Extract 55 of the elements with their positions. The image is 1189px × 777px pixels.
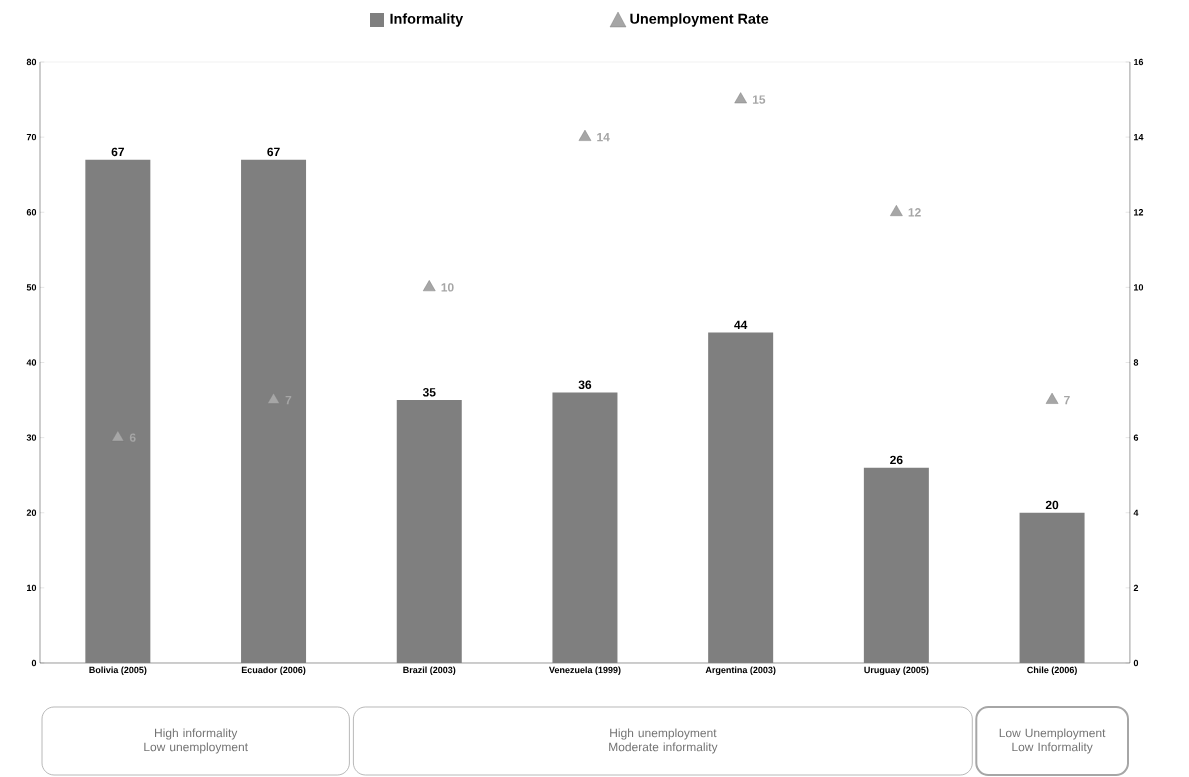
x-tick-label: Ecuador (2006): [241, 666, 306, 675]
y2-tick-label: 6: [1133, 434, 1139, 441]
bar: [1019, 512, 1085, 663]
y2-tick-label: 2: [1133, 584, 1139, 592]
bar: [241, 159, 307, 663]
data-label: 35: [422, 388, 436, 397]
bar: [552, 392, 618, 663]
x-tick-label: Uruguay (2005): [864, 666, 929, 675]
data-label: 12: [908, 208, 921, 217]
x-tick-label: Chile (2006): [1027, 666, 1077, 675]
point: [578, 129, 592, 141]
x-tick-label: Bolivia (2005): [89, 666, 147, 675]
point: [1045, 392, 1059, 404]
y2-tick-label: 10: [1134, 284, 1144, 291]
data-label: 15: [752, 95, 766, 104]
y2-tick-label: 14: [1134, 134, 1144, 141]
bar: [85, 159, 151, 663]
x-tick-label: Brazil (2003): [403, 666, 456, 675]
x-tick-label: Argentina (2003): [705, 666, 776, 675]
y-tick-label: 60: [26, 209, 37, 216]
y-tick-label: 50: [26, 284, 37, 291]
y-tick-label: 80: [26, 58, 37, 66]
y2-tick-label: 4: [1133, 509, 1139, 516]
text: High unemployment Moderate informality: [609, 728, 718, 754]
y-tick-label: 0: [31, 659, 37, 667]
data-label: 20: [1045, 500, 1059, 510]
y2-tick-label: 16: [1134, 58, 1144, 66]
point: [734, 92, 747, 104]
data-label: 26: [890, 455, 903, 465]
data-label: 14: [597, 133, 610, 142]
bar: [863, 467, 929, 663]
data-label: 36: [578, 380, 592, 390]
data-label: 10: [441, 283, 454, 292]
data-label: 67: [111, 147, 124, 157]
y2-tick-label: 8: [1133, 359, 1139, 366]
bar: [396, 400, 462, 663]
point: [422, 280, 436, 292]
legend-label: Unemployment Rate: [630, 13, 769, 27]
y2-tick-label: 0: [1133, 659, 1139, 667]
text: High informality Low unemployment: [144, 728, 248, 754]
y-tick-label: 40: [26, 359, 37, 366]
point: [111, 430, 125, 442]
x-tick-label: Venezuela (1999): [549, 666, 621, 675]
y-tick-label: 20: [26, 509, 37, 516]
point: [890, 205, 903, 216]
y-tick-label: 70: [26, 133, 37, 141]
data-label: 67: [267, 147, 280, 157]
data-label: 7: [1064, 395, 1070, 405]
legend-label: Informality: [390, 13, 464, 27]
bar: [708, 332, 774, 663]
text: Low Unemployment Low Informality: [999, 728, 1106, 754]
y-tick-label: 30: [26, 434, 37, 441]
y2-tick-label: 12: [1134, 209, 1144, 216]
data-label: 44: [734, 320, 748, 329]
y-tick-label: 10: [27, 584, 37, 592]
